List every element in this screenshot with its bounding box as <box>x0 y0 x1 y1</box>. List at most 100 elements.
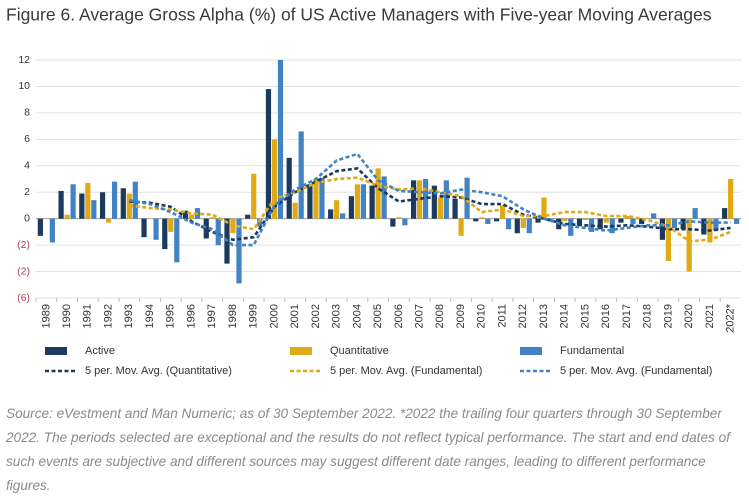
legend-swatch <box>290 347 312 355</box>
bar <box>381 176 387 219</box>
x-tick-label: 1995 <box>165 304 177 328</box>
bar <box>624 216 630 219</box>
x-tick-label: 2016 <box>600 304 612 328</box>
x-tick-label: 2005 <box>372 304 384 328</box>
bar <box>49 218 55 243</box>
bar <box>369 185 375 219</box>
bar <box>582 218 589 220</box>
bar <box>292 202 298 219</box>
legend-swatch <box>520 347 542 355</box>
bar <box>340 213 346 219</box>
bar <box>597 218 603 230</box>
x-tick-label: 2009 <box>455 304 467 328</box>
bar <box>701 218 707 235</box>
bar <box>348 196 354 219</box>
bar <box>245 214 251 219</box>
x-tick-label: 2019 <box>662 304 674 328</box>
y-tick-label: 2 <box>24 186 30 198</box>
bar <box>479 217 485 219</box>
bar <box>437 197 443 219</box>
y-tick-label: 6 <box>24 133 30 145</box>
bar <box>251 173 257 219</box>
x-tick-label: 2004 <box>351 304 363 328</box>
bar <box>168 218 174 232</box>
bar <box>499 205 506 219</box>
moving-average-line <box>129 167 731 242</box>
bar <box>443 180 449 219</box>
bar <box>665 218 672 261</box>
x-tick-label: 2017 <box>621 304 633 328</box>
bar <box>319 177 325 219</box>
y-tick-label: 8 <box>24 107 30 119</box>
bar <box>354 184 360 219</box>
bar <box>722 208 728 219</box>
x-tick-label: 1997 <box>206 304 218 328</box>
legend-label: 5 per. Mov. Avg. (Quantitative) <box>85 365 232 377</box>
moving-average-line <box>129 152 731 247</box>
bar <box>215 218 221 246</box>
x-tick-label: 2012 <box>517 304 529 328</box>
bar <box>298 131 304 219</box>
bar <box>692 208 698 219</box>
legend-label: 5 per. Mov. Avg. (Fundamental) <box>330 365 482 377</box>
source-note: Source: eVestment and Man Numeric; as of… <box>6 406 730 493</box>
bar <box>58 190 64 219</box>
bar <box>603 218 609 223</box>
bar <box>360 184 366 219</box>
x-tick-label: 2006 <box>393 304 405 328</box>
bar <box>686 218 692 272</box>
bar <box>520 218 526 228</box>
x-tick-label: 1996 <box>185 304 197 328</box>
bar <box>734 218 740 224</box>
bar <box>162 218 168 250</box>
bar <box>85 182 91 219</box>
x-tick-label: 2002 <box>310 304 322 328</box>
bar <box>411 180 417 219</box>
x-tick-label: 1989 <box>40 304 52 328</box>
bar <box>265 89 272 219</box>
bar <box>277 60 284 219</box>
legend-swatch <box>45 347 67 355</box>
bar <box>541 197 547 219</box>
chart-title: Figure 6. Average Gross Alpha (%) of US … <box>6 5 712 25</box>
y-tick-label: (6) <box>17 292 30 304</box>
bar <box>236 218 242 284</box>
x-tick-label: 2018 <box>642 304 654 328</box>
bar <box>64 214 70 219</box>
bar <box>141 218 147 238</box>
x-tick-label: 1992 <box>102 304 114 328</box>
legend-label: 5 per. Mov. Avg. (Fundamental) <box>560 365 712 377</box>
moving-average-line <box>129 176 732 243</box>
x-tick-label: 2020 <box>683 304 695 328</box>
x-tick-label: 2000 <box>268 304 280 328</box>
bar <box>286 157 292 219</box>
bar <box>209 217 215 219</box>
bar <box>680 218 686 230</box>
bar <box>547 218 553 222</box>
x-tick-label: 2021 <box>704 304 716 328</box>
y-tick-label: 10 <box>18 80 30 92</box>
x-tick-label: 2003 <box>331 304 343 328</box>
bar <box>37 218 43 236</box>
bar <box>105 218 112 223</box>
bar <box>713 218 719 231</box>
bar <box>334 200 340 219</box>
y-tick-label: (2) <box>17 239 30 251</box>
bar <box>174 218 180 263</box>
bar <box>576 218 583 226</box>
bar <box>402 218 408 226</box>
bar <box>423 179 429 219</box>
bar <box>132 181 138 219</box>
y-tick-label: 4 <box>24 160 30 172</box>
x-tick-label: 2010 <box>476 304 488 328</box>
bar <box>203 218 209 239</box>
x-tick-label: 1990 <box>61 304 73 328</box>
bar <box>99 192 106 219</box>
x-tick-label: 1993 <box>123 304 135 328</box>
bar <box>396 217 402 219</box>
legend-label: Fundamental <box>560 345 624 357</box>
bar <box>328 209 334 219</box>
bar <box>91 200 97 219</box>
x-tick-label: 1994 <box>144 304 156 328</box>
